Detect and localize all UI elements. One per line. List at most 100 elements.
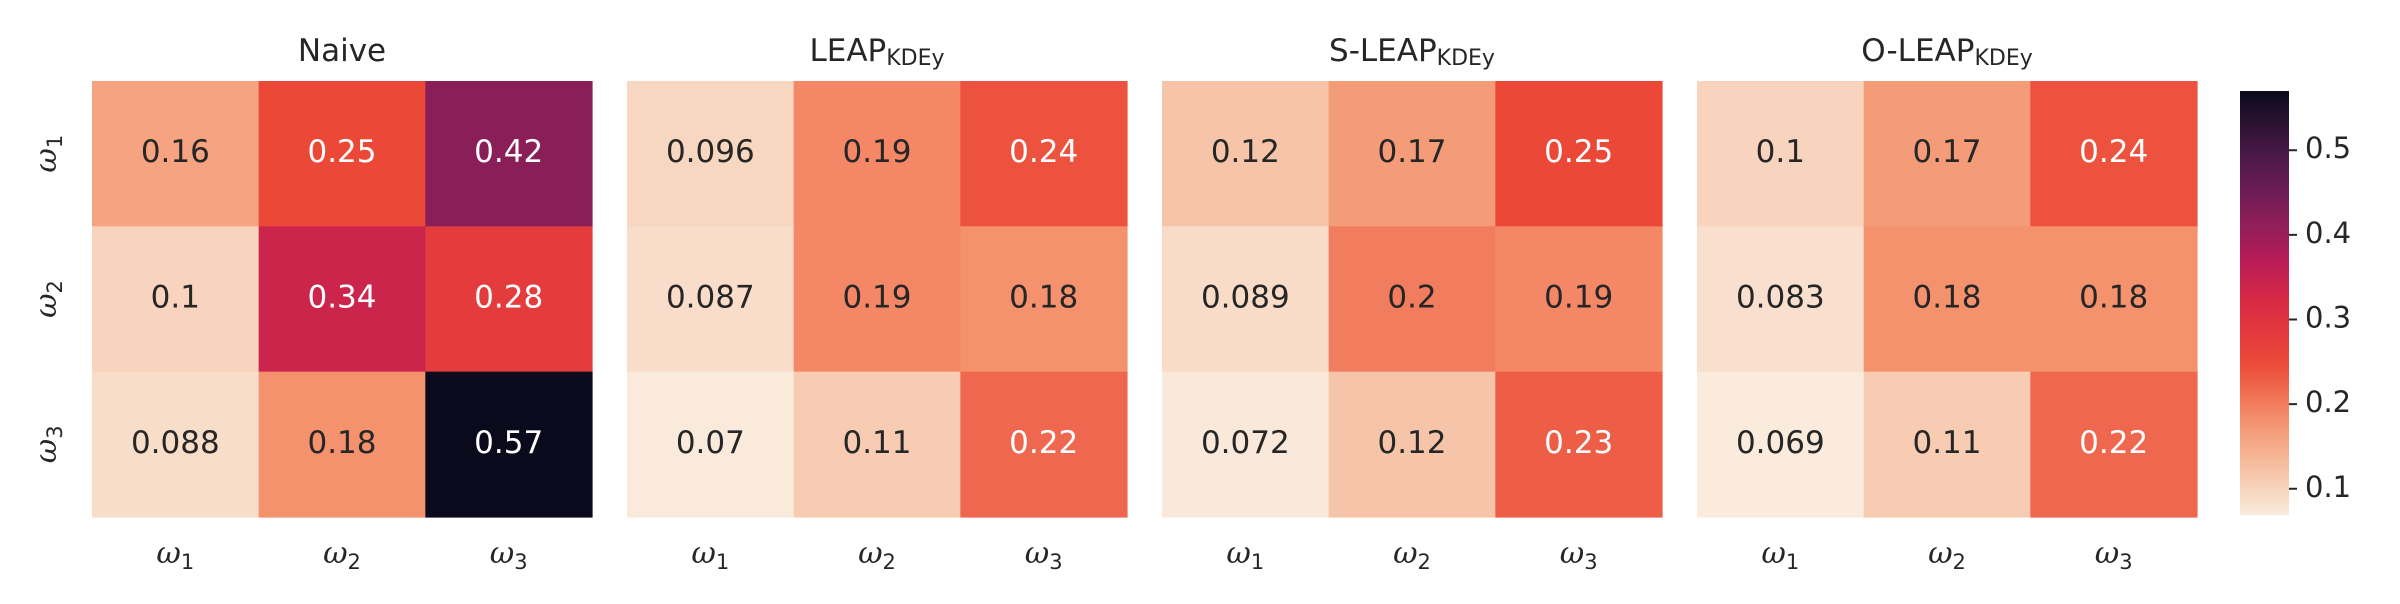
cell-value-label: 0.25: [1544, 134, 1613, 170]
cell-value-label: 0.23: [1544, 425, 1613, 461]
cell-value-label: 0.1: [1756, 134, 1805, 170]
cell-value-label: 0.07: [676, 425, 745, 461]
heatmap-cell: [793, 371, 961, 518]
heatmap-cell: [1162, 81, 1330, 227]
cell-value-label: 0.089: [1201, 280, 1290, 316]
cell-value-label: 0.11: [1912, 425, 1981, 461]
heatmap-cell: [627, 81, 795, 227]
cell-value-label: 0.069: [1736, 425, 1825, 461]
cell-value-label: 0.24: [1009, 134, 1078, 170]
heatmap-cell: [425, 81, 593, 227]
heatmap-cell: [960, 81, 1128, 227]
heatmap-cell: [793, 81, 961, 227]
cell-value-label: 0.17: [1912, 134, 1981, 170]
cell-value-label: 0.22: [2079, 425, 2148, 461]
cell-value-label: 0.22: [1009, 425, 1078, 461]
panel-title-4: O-LEAPKDEy: [1861, 33, 2033, 72]
x-tick-label: ω2: [1928, 536, 1966, 574]
panel-title-2: LEAPKDEy: [809, 33, 944, 72]
cell-value-label: 0.18: [307, 425, 376, 461]
cell-value-label: 0.34: [307, 280, 376, 316]
cell-value-label: 0.18: [1009, 280, 1078, 316]
x-tick-label: ω1: [1226, 536, 1264, 574]
heatmap-cell: [627, 226, 795, 373]
cell-value-label: 0.087: [666, 280, 755, 316]
colorbar-tick-label: 0.1: [2305, 470, 2351, 504]
cell-value-label: 0.42: [474, 134, 543, 170]
cell-value-label: 0.57: [474, 425, 543, 461]
cell-value-label: 0.11: [842, 425, 911, 461]
x-tick-label: ω2: [1393, 536, 1431, 574]
heatmap-cell: [1697, 226, 1865, 373]
cell-value-label: 0.12: [1377, 425, 1446, 461]
cell-value-label: 0.16: [141, 134, 210, 170]
heatmap-cell: [1697, 371, 1865, 518]
cell-value-label: 0.25: [307, 134, 376, 170]
heatmap-cell: [425, 226, 593, 373]
cell-value-label: 0.24: [2079, 134, 2148, 170]
y-tick-label: ω2: [29, 280, 67, 318]
cell-value-label: 0.083: [1736, 280, 1825, 316]
x-tick-label: ω2: [858, 536, 896, 574]
cell-value-label: 0.1: [151, 280, 200, 316]
y-tick-label: ω3: [29, 425, 67, 463]
heatmap-cell: [92, 81, 260, 227]
x-tick-label: ω3: [1560, 536, 1598, 574]
cell-value-label: 0.12: [1211, 134, 1280, 170]
colorbar-gradient: [2240, 91, 2289, 515]
heatmap-panel-3: S-LEAPKDEy 0.12 0.17 0.25 0.089 0.2 0.19 0.072 0…: [1162, 33, 1663, 574]
cell-value-label: 0.19: [842, 134, 911, 170]
cell-value-label: 0.096: [666, 134, 755, 170]
x-tick-label: ω1: [691, 536, 729, 574]
x-tick-label: ω3: [1025, 536, 1063, 574]
cell-value-label: 0.19: [1544, 280, 1613, 316]
panel-title-3: S-LEAPKDEy: [1329, 33, 1495, 72]
heatmap-cell: [258, 226, 426, 373]
heatmap-cell: [258, 371, 426, 518]
heatmap-cell: [1162, 226, 1330, 373]
heatmap-cell: [1863, 226, 2031, 373]
heatmap-cell: [1495, 371, 1663, 518]
heatmap-cell: [2030, 81, 2198, 227]
heatmap-cell: [960, 226, 1128, 373]
heatmap-cell: [960, 371, 1128, 518]
heatmap-cell: [1328, 226, 1496, 373]
heatmap-cell: [2030, 371, 2198, 518]
cell-value-label: 0.28: [474, 280, 543, 316]
cell-value-label: 0.18: [1912, 280, 1981, 316]
colorbar-tick-label: 0.2: [2305, 385, 2351, 419]
heatmap-cell: [2030, 226, 2198, 373]
heatmap-cell: [1495, 81, 1663, 227]
x-tick-label: ω3: [2095, 536, 2133, 574]
cell-value-label: 0.072: [1201, 425, 1290, 461]
colorbar-tick-label: 0.3: [2305, 301, 2351, 335]
cell-value-label: 0.18: [2079, 280, 2148, 316]
heatmap-cell: [627, 371, 795, 518]
cell-value-label: 0.088: [131, 425, 220, 461]
x-tick-label: ω2: [323, 536, 361, 574]
heatmap-cell: [92, 226, 260, 373]
x-tick-label: ω1: [156, 536, 194, 574]
cell-value-label: 0.19: [842, 280, 911, 316]
heatmap-cell: [1697, 81, 1865, 227]
colorbar-tick-label: 0.5: [2305, 131, 2351, 165]
heatmap-cell: [793, 226, 961, 373]
heatmap-cell: [258, 81, 426, 227]
colorbar: 0.1 0.2 0.3 0.4 0.5: [2240, 91, 2351, 515]
heatmap-panel-4: O-LEAPKDEy 0.1 0.17 0.24 0.083 0.18 0.18 0.069 0…: [1697, 33, 2198, 574]
colorbar-tick-label: 0.4: [2305, 216, 2351, 250]
heatmap-cell: [425, 371, 593, 518]
heatmap-cell: [1162, 371, 1330, 518]
x-tick-label: ω1: [1761, 536, 1799, 574]
heatmap-cell: [1328, 371, 1496, 518]
heatmap-panel-1: Naive 0.16 0.25 0.42 0.1 0.34 0.28 0.088 0.18 0.5…: [29, 33, 593, 574]
heatmap-panel-2: LEAPKDEy 0.096 0.19 0.24 0.087 0.19 0.18 0.07 0.…: [627, 33, 1128, 574]
heatmap-cell: [1863, 371, 2031, 518]
x-tick-label: ω3: [490, 536, 528, 574]
panel-title-1: Naive: [298, 33, 386, 69]
heatmap-cell: [1495, 226, 1663, 373]
heatmap-cell: [1328, 81, 1496, 227]
cell-value-label: 0.2: [1387, 280, 1436, 316]
